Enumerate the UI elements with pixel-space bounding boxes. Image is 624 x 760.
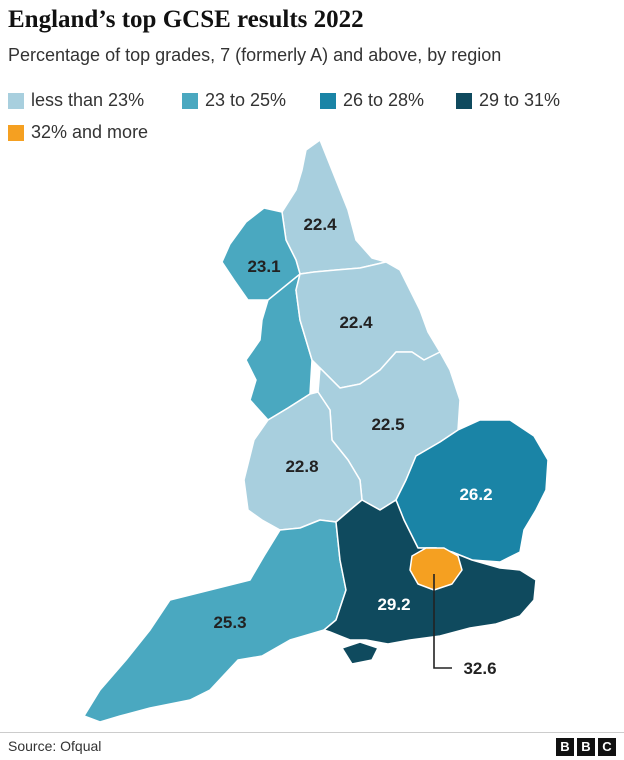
value-label-north-east: 22.4 (303, 215, 337, 234)
chart-subtitle: Percentage of top grades, 7 (formerly A)… (8, 45, 502, 65)
london-callout-line (433, 574, 452, 669)
region-london (409, 547, 463, 591)
legend-item-less-than-23: less than 23% (8, 90, 144, 111)
legend-label: 29 to 31% (479, 90, 561, 110)
logo-letter: B (577, 738, 595, 756)
legend-swatch (456, 92, 472, 109)
value-label-yorkshire: 22.4 (339, 313, 373, 332)
legend-swatch (8, 92, 24, 109)
logo-letter: B (556, 738, 574, 756)
legend-item-29-to-31: 29 to 31% (456, 90, 560, 111)
value-label-london: 32.6 (463, 659, 496, 678)
value-label-south-west: 25.3 (213, 613, 246, 632)
legend-label: less than 23% (31, 90, 145, 110)
legend-label: 23 to 25% (205, 90, 287, 110)
logo-letter: C (598, 738, 616, 756)
source-note: Source: Ofqual (8, 738, 102, 754)
value-label-east-midlands: 22.5 (371, 415, 404, 434)
chart-title: England’s top GCSE results 2022 (8, 6, 364, 33)
value-label-south-east: 29.2 (377, 595, 410, 614)
legend-item-23-to-25: 23 to 25% (182, 90, 286, 111)
region-north-east (281, 139, 387, 275)
value-label-east-of-england: 26.2 (459, 485, 492, 504)
legend-item-26-to-28: 26 to 28% (320, 90, 424, 111)
legend-label: 32% and more (31, 122, 149, 142)
value-label-north-west: 23.1 (247, 257, 280, 276)
legend-swatch (8, 124, 24, 141)
legend-label: 26 to 28% (343, 90, 425, 110)
region-isle-of-wight (341, 641, 379, 665)
legend-swatch (320, 92, 336, 109)
region-north-west (221, 207, 301, 301)
footer-divider (0, 732, 624, 733)
legend-item-32-and-more: 32% and more (8, 122, 148, 143)
bbc-logo: B B C (556, 738, 616, 756)
legend-swatch (182, 92, 198, 109)
value-label-west-midlands: 22.8 (285, 457, 318, 476)
